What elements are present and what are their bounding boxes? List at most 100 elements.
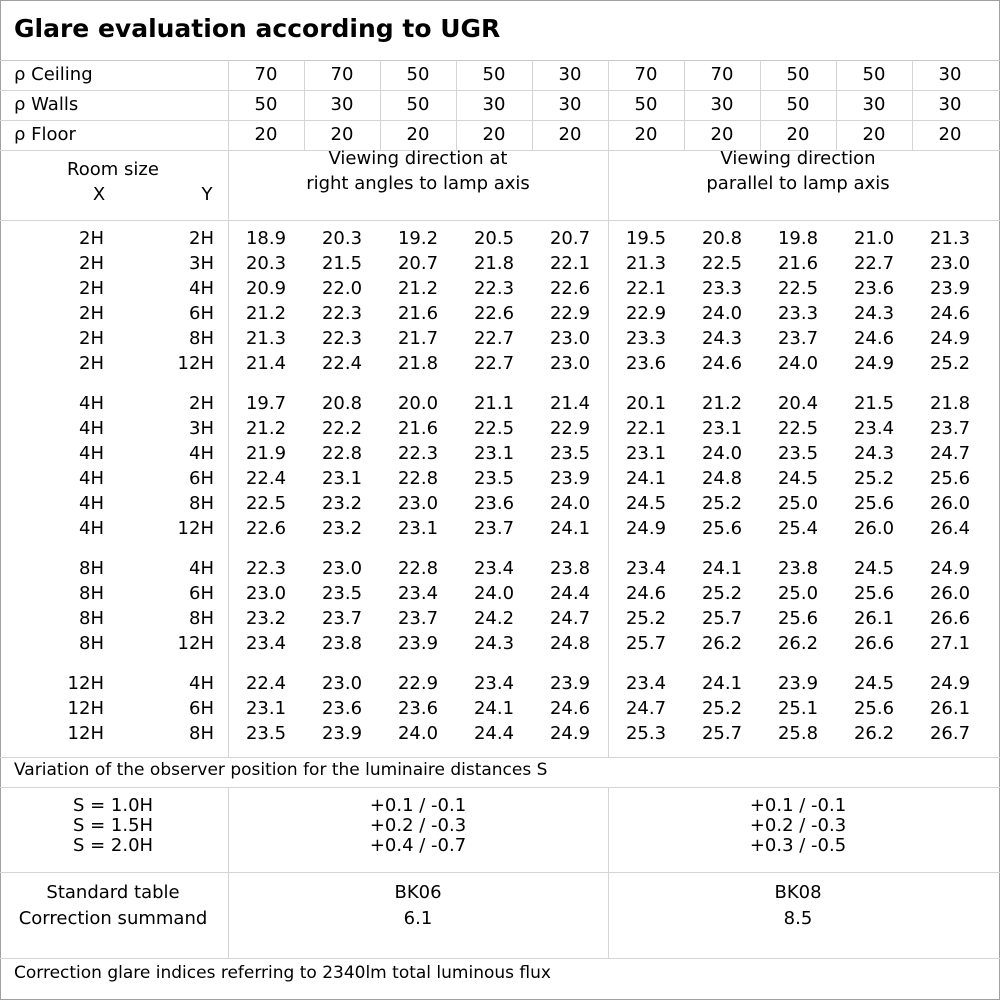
room-y: 12H xyxy=(177,353,214,374)
ugr-value: 24.1 xyxy=(549,518,591,539)
spacing-label: S = 1.0H xyxy=(72,795,154,816)
reflectance-label: ρ Ceiling xyxy=(14,64,93,85)
ugr-value: 22.4 xyxy=(245,468,287,489)
ugr-value: 25.4 xyxy=(777,518,819,539)
reflectance-value: 20 xyxy=(938,124,962,145)
ugr-value: 23.9 xyxy=(397,633,439,654)
ugr-value: 19.5 xyxy=(625,228,667,249)
room-y: 3H xyxy=(189,253,214,274)
room-x: 2H xyxy=(79,228,104,249)
ugr-value: 25.6 xyxy=(853,493,895,514)
ugr-value: 23.3 xyxy=(625,328,667,349)
ugr-value: 23.4 xyxy=(245,633,287,654)
ugr-value: 22.5 xyxy=(777,418,819,439)
ugr-value: 26.1 xyxy=(929,698,971,719)
divider xyxy=(0,90,1000,91)
ugr-value: 22.1 xyxy=(625,278,667,299)
ugr-value: 23.7 xyxy=(397,608,439,629)
ugr-value: 26.6 xyxy=(853,633,895,654)
ugr-value: 23.9 xyxy=(777,673,819,694)
spacing-label: S = 2.0H xyxy=(72,835,154,856)
ugr-value: 23.5 xyxy=(549,443,591,464)
room-y: 4H xyxy=(189,278,214,299)
divider xyxy=(0,757,1000,758)
ugr-value: 21.8 xyxy=(473,253,515,274)
standard-table-parallel: BK08 xyxy=(774,882,822,903)
ugr-value: 25.6 xyxy=(701,518,743,539)
room-y: 2H xyxy=(189,393,214,414)
ugr-value: 23.2 xyxy=(321,493,363,514)
ugr-value: 21.2 xyxy=(397,278,439,299)
ugr-value: 20.8 xyxy=(321,393,363,414)
ugr-value: 23.9 xyxy=(549,673,591,694)
direction-right-angles-line1: Viewing direction at xyxy=(328,148,508,169)
ugr-value: 21.9 xyxy=(245,443,287,464)
reflectance-value: 70 xyxy=(330,64,354,85)
direction-right-angles-line2: right angles to lamp axis xyxy=(306,173,530,194)
room-x: 8H xyxy=(79,558,104,579)
ugr-value: 25.2 xyxy=(701,698,743,719)
ugr-value: 24.1 xyxy=(701,558,743,579)
reflectance-value: 30 xyxy=(558,94,582,115)
divider xyxy=(228,150,229,757)
ugr-value: 22.8 xyxy=(397,558,439,579)
ugr-value: 23.8 xyxy=(321,633,363,654)
ugr-value: 20.0 xyxy=(397,393,439,414)
ugr-value: 23.2 xyxy=(321,518,363,539)
ugr-value: 19.8 xyxy=(777,228,819,249)
divider xyxy=(912,60,913,150)
ugr-value: 21.4 xyxy=(549,393,591,414)
ugr-value: 23.5 xyxy=(473,468,515,489)
divider xyxy=(684,60,685,150)
ugr-value: 20.8 xyxy=(701,228,743,249)
ugr-value: 23.1 xyxy=(701,418,743,439)
room-x: 8H xyxy=(79,633,104,654)
ugr-value: 24.5 xyxy=(625,493,667,514)
divider xyxy=(0,120,1000,121)
reflectance-value: 70 xyxy=(710,64,734,85)
ugr-value: 18.9 xyxy=(245,228,287,249)
ugr-value: 24.8 xyxy=(549,633,591,654)
room-x: 2H xyxy=(79,278,104,299)
reflectance-value: 30 xyxy=(862,94,886,115)
ugr-value: 24.0 xyxy=(473,583,515,604)
divider xyxy=(0,60,1000,61)
ugr-value: 22.5 xyxy=(473,418,515,439)
ugr-value: 21.2 xyxy=(245,418,287,439)
room-x: 4H xyxy=(79,418,104,439)
ugr-value: 24.5 xyxy=(777,468,819,489)
room-x: 12H xyxy=(67,723,104,744)
ugr-value: 25.6 xyxy=(929,468,971,489)
ugr-value: 21.3 xyxy=(245,328,287,349)
ugr-value: 23.5 xyxy=(321,583,363,604)
standard-table-right-angles: BK06 xyxy=(394,882,442,903)
x-label: X xyxy=(92,184,106,205)
room-y: 8H xyxy=(189,723,214,744)
room-x: 2H xyxy=(79,328,104,349)
ugr-value: 23.7 xyxy=(473,518,515,539)
divider xyxy=(608,787,609,958)
ugr-value: 23.7 xyxy=(321,608,363,629)
ugr-value: 22.5 xyxy=(245,493,287,514)
ugr-value: 22.9 xyxy=(549,303,591,324)
ugr-value: 23.6 xyxy=(473,493,515,514)
ugr-value: 21.8 xyxy=(397,353,439,374)
ugr-value: 26.1 xyxy=(853,608,895,629)
ugr-value: 20.1 xyxy=(625,393,667,414)
variation-right-angles: +0.2 / -0.3 xyxy=(369,815,467,836)
direction-parallel-line1: Viewing direction xyxy=(720,148,876,169)
reflectance-value: 30 xyxy=(330,94,354,115)
ugr-value: 22.0 xyxy=(321,278,363,299)
room-y: 6H xyxy=(189,303,214,324)
ugr-value: 23.6 xyxy=(397,698,439,719)
room-y: 12H xyxy=(177,518,214,539)
variation-right-angles: +0.1 / -0.1 xyxy=(369,795,467,816)
ugr-value: 21.3 xyxy=(625,253,667,274)
reflectance-value: 20 xyxy=(330,124,354,145)
direction-parallel-line2: parallel to lamp axis xyxy=(706,173,890,194)
ugr-value: 21.1 xyxy=(473,393,515,414)
reflectance-value: 50 xyxy=(634,94,658,115)
divider xyxy=(456,60,457,150)
ugr-value: 23.3 xyxy=(701,278,743,299)
divider xyxy=(228,60,229,150)
